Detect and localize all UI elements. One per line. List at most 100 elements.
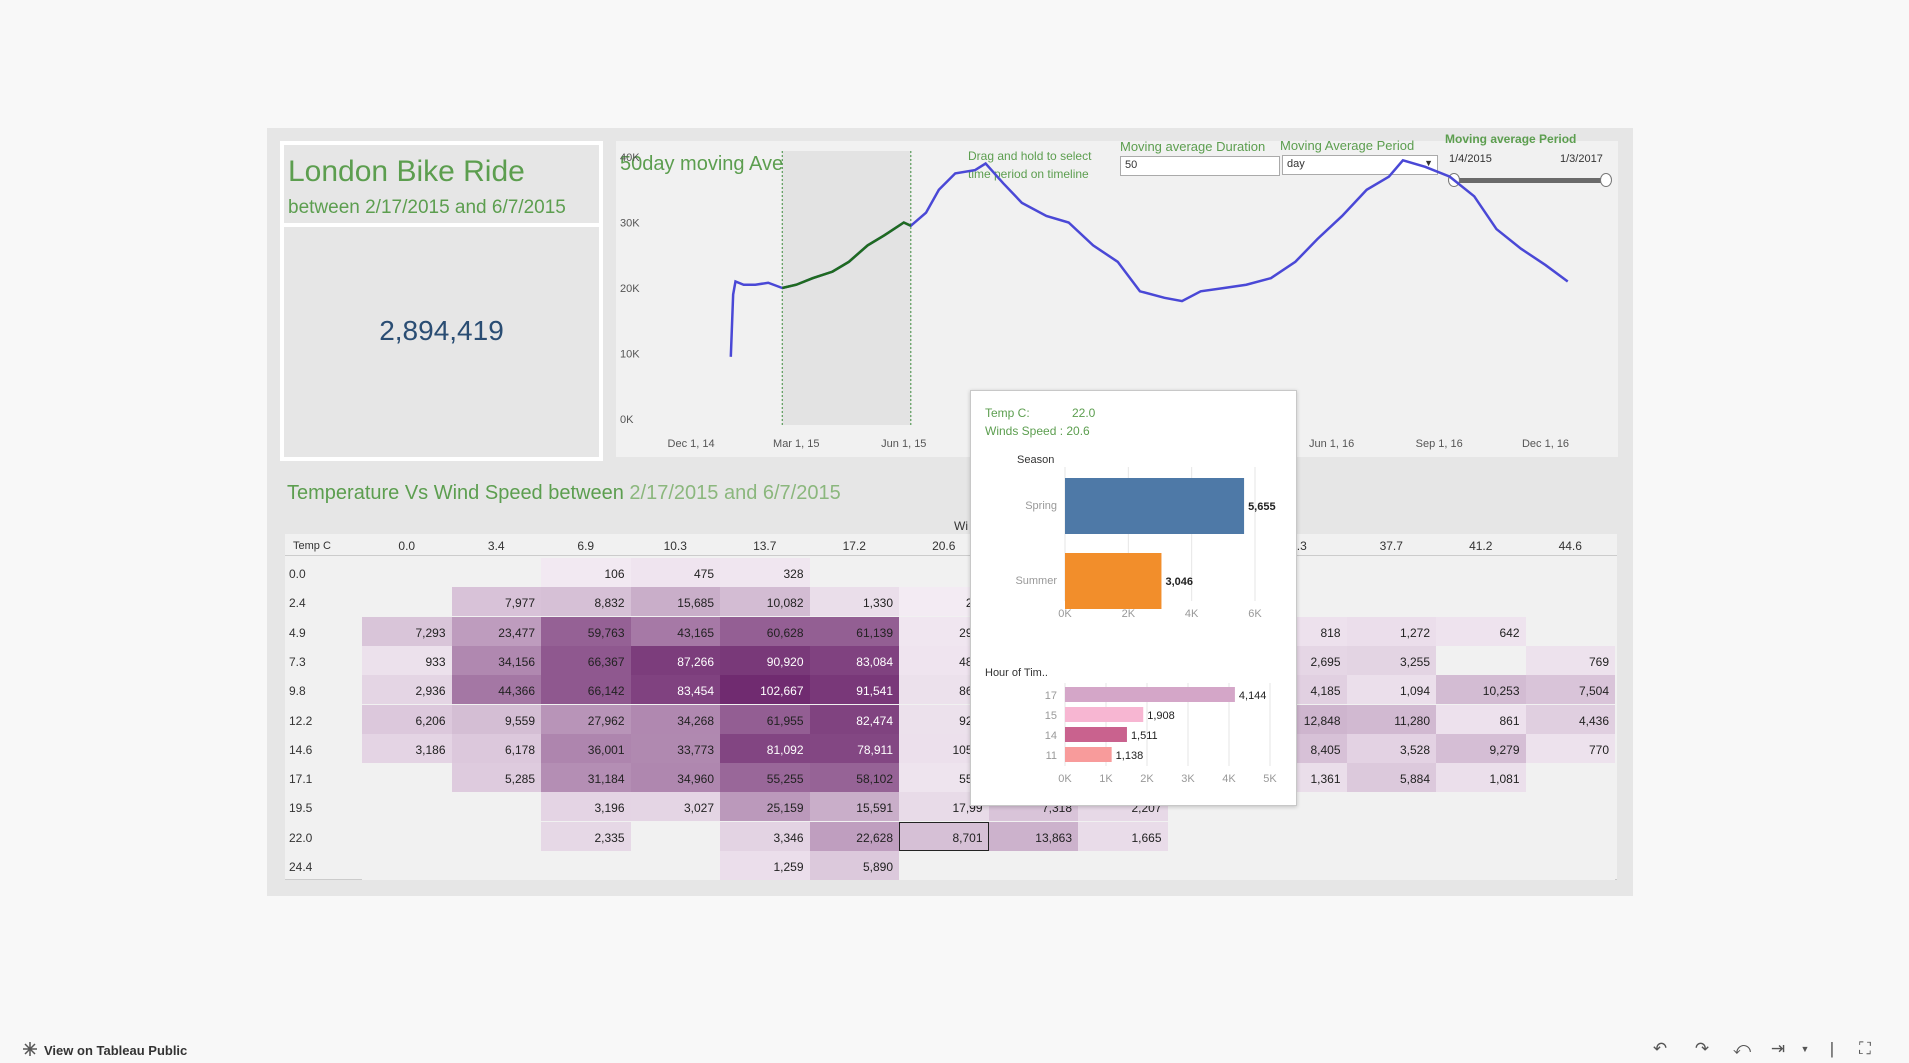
heatmap-cell[interactable]: 3,196 xyxy=(541,792,631,822)
heatmap-cell[interactable]: 7,977 xyxy=(451,587,541,617)
heatmap-cell[interactable]: 81,092 xyxy=(720,733,810,763)
heatmap-cell[interactable]: 4,436 xyxy=(1525,704,1615,734)
heatmap-cell[interactable]: 2,335 xyxy=(541,821,631,851)
heatmap-cell[interactable]: 34,156 xyxy=(451,645,541,675)
heatmap-cell[interactable]: 27,962 xyxy=(541,704,631,734)
heatmap-cell[interactable] xyxy=(1436,851,1526,880)
heatmap-cell[interactable]: 66,367 xyxy=(541,645,631,675)
heatmap-cell[interactable]: 11,280 xyxy=(1346,704,1436,734)
heatmap-cell[interactable] xyxy=(1346,558,1436,587)
heatmap-cell[interactable]: 22,628 xyxy=(809,821,899,851)
heatmap-cell[interactable]: 83,454 xyxy=(630,675,720,705)
heatmap-cell[interactable] xyxy=(1525,851,1615,880)
heatmap-cell[interactable] xyxy=(630,851,720,880)
heatmap-cell[interactable] xyxy=(362,587,452,617)
heatmap-cell[interactable] xyxy=(1078,851,1168,880)
heatmap-cell[interactable]: 642 xyxy=(1436,616,1526,646)
heatmap-cell[interactable] xyxy=(362,763,452,793)
heatmap-cell[interactable]: 5,890 xyxy=(809,851,899,880)
chevron-down-icon[interactable]: ▼ xyxy=(1800,1044,1810,1054)
heatmap-cell[interactable] xyxy=(451,558,541,587)
heatmap-cell[interactable]: 66,142 xyxy=(541,675,631,705)
heatmap-cell[interactable]: 933 xyxy=(362,645,452,675)
heatmap-cell[interactable] xyxy=(1167,821,1257,851)
heatmap-cell[interactable]: 87,266 xyxy=(630,645,720,675)
heatmap-cell[interactable] xyxy=(1167,851,1257,880)
heatmap-cell[interactable]: 7,504 xyxy=(1525,675,1615,705)
heatmap-panel[interactable]: Temp C 0.0 3.4 6.9 10.3 13.7 17.2 20.6 .3 37.7 41… xyxy=(285,534,1617,880)
heatmap-cell[interactable]: 60,628 xyxy=(720,616,810,646)
heatmap-cell[interactable]: 82,474 xyxy=(809,704,899,734)
heatmap-cell[interactable]: 8,701 xyxy=(899,821,989,851)
heatmap-cell[interactable]: 91,541 xyxy=(809,675,899,705)
heatmap-cell[interactable] xyxy=(1525,587,1615,617)
heatmap-cell[interactable]: 5,285 xyxy=(451,763,541,793)
range-slider-end-handle[interactable] xyxy=(1600,173,1612,187)
heatmap-cell[interactable]: 3,346 xyxy=(720,821,810,851)
heatmap-cell[interactable]: 1,272 xyxy=(1346,616,1436,646)
heatmap-cell[interactable]: 102,667 xyxy=(720,675,810,705)
heatmap-cell[interactable]: 2,936 xyxy=(362,675,452,705)
moving-average-chart[interactable]: 0K 10K 20K 30K 40K Dec 1, 14 Mar 1, 15 Jun 1, 1… xyxy=(616,141,1618,457)
range-slider-track[interactable] xyxy=(1454,178,1608,183)
heatmap-cell[interactable] xyxy=(809,558,899,587)
undo-icon[interactable]: ↶ xyxy=(1652,1039,1668,1058)
pause-icon[interactable]: ⇥ xyxy=(1770,1039,1786,1058)
heatmap-cell[interactable] xyxy=(1525,558,1615,587)
heatmap-cell[interactable]: 44,366 xyxy=(451,675,541,705)
heatmap-cell[interactable]: 34,960 xyxy=(630,763,720,793)
heatmap-cell[interactable]: 10,082 xyxy=(720,587,810,617)
heatmap-cell[interactable] xyxy=(1436,821,1526,851)
heatmap-cell[interactable]: 769 xyxy=(1525,645,1615,675)
selection-band[interactable] xyxy=(782,151,911,425)
heatmap-cell[interactable]: 770 xyxy=(1525,733,1615,763)
heatmap-cell[interactable] xyxy=(1257,851,1347,880)
heatmap-cell[interactable]: 8,832 xyxy=(541,587,631,617)
heatmap-cell[interactable]: 7,293 xyxy=(362,616,452,646)
heatmap-cell[interactable] xyxy=(362,851,452,880)
heatmap-cell[interactable]: 33,773 xyxy=(630,733,720,763)
heatmap-cell[interactable]: 36,001 xyxy=(541,733,631,763)
heatmap-cell[interactable] xyxy=(451,792,541,822)
heatmap-cell[interactable]: 3,186 xyxy=(362,733,452,763)
heatmap-cell[interactable]: 15,591 xyxy=(809,792,899,822)
heatmap-cell[interactable] xyxy=(362,792,452,822)
heatmap-cell[interactable]: 3,528 xyxy=(1346,733,1436,763)
heatmap-cell[interactable]: 10,253 xyxy=(1436,675,1526,705)
heatmap-cell[interactable] xyxy=(1525,821,1615,851)
heatmap-cell[interactable]: 61,955 xyxy=(720,704,810,734)
heatmap-cell[interactable]: 861 xyxy=(1436,704,1526,734)
heatmap-cell[interactable] xyxy=(1346,792,1436,822)
heatmap-cell[interactable]: 475 xyxy=(630,558,720,587)
heatmap-cell[interactable] xyxy=(1525,763,1615,793)
heatmap-cell[interactable]: 83,084 xyxy=(809,645,899,675)
heatmap-cell[interactable]: 90,920 xyxy=(720,645,810,675)
heatmap-cell[interactable]: 25,159 xyxy=(720,792,810,822)
heatmap-cell[interactable] xyxy=(451,821,541,851)
heatmap-cell[interactable] xyxy=(1525,616,1615,646)
heatmap-cell[interactable]: 61,139 xyxy=(809,616,899,646)
heatmap-cell[interactable] xyxy=(451,851,541,880)
fullscreen-icon[interactable]: ⛶ xyxy=(1859,1039,1871,1058)
heatmap-cell[interactable] xyxy=(1436,645,1526,675)
heatmap-cell[interactable]: 43,165 xyxy=(630,616,720,646)
revert-icon[interactable]: ⤺ xyxy=(1732,1039,1752,1058)
heatmap-cell[interactable]: 3,027 xyxy=(630,792,720,822)
heatmap-cell[interactable]: 9,279 xyxy=(1436,733,1526,763)
heatmap-cell[interactable]: 6,178 xyxy=(451,733,541,763)
heatmap-cell[interactable]: 1,081 xyxy=(1436,763,1526,793)
heatmap-cell[interactable] xyxy=(899,851,989,880)
heatmap-cell[interactable]: 3,255 xyxy=(1346,645,1436,675)
heatmap-cell[interactable]: 1,330 xyxy=(809,587,899,617)
heatmap-cell[interactable] xyxy=(988,851,1078,880)
heatmap-cell[interactable] xyxy=(1436,558,1526,587)
heatmap-cell[interactable] xyxy=(362,821,452,851)
heatmap-cell[interactable]: 78,911 xyxy=(809,733,899,763)
heatmap-cell[interactable] xyxy=(1436,587,1526,617)
heatmap-cell[interactable]: 9,559 xyxy=(451,704,541,734)
heatmap-cell[interactable]: 5,884 xyxy=(1346,763,1436,793)
series-line-highlight[interactable] xyxy=(781,221,912,290)
duration-input[interactable]: 50 xyxy=(1120,156,1280,176)
heatmap-cell[interactable]: 15,685 xyxy=(630,587,720,617)
heatmap-cell[interactable]: 106 xyxy=(541,558,631,587)
